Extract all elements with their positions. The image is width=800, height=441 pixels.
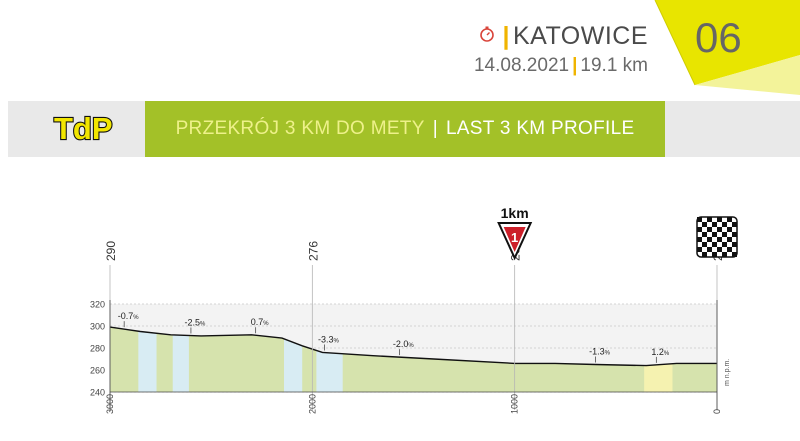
stage-number: 06 [695,14,742,61]
km-marker-number: 1 [511,230,518,245]
stage-distance: 19.1 km [580,55,648,76]
stage-date: 14.08.2021 [473,55,570,76]
x-tick-label: 2000 [307,394,317,414]
terrain-band [138,327,157,392]
km-marker-label: 1km [501,205,529,221]
marker-altitude-label: 276 [306,241,320,261]
flag-cell [702,252,707,257]
stage-city: KATOWICE [512,22,648,50]
flag-cell [702,222,707,227]
flag-cell [707,237,712,242]
flag-cell [712,232,717,237]
stage-date-distance: 14.08.2021 | 19.1 km [474,55,648,77]
x-tick-label: 1000 [510,394,520,414]
gradient-label: -3.3% [318,335,340,345]
flag-cell [722,242,727,247]
stage-header: | KATOWICE 14.08.2021 | 19.1 km 06 [0,0,800,95]
logo-text: TdP [54,111,113,146]
flag-cell [712,252,717,257]
gradient-label: -0.7% [118,311,140,321]
flag-cell [707,227,712,232]
stopwatch-icon [480,26,495,42]
flag-cell [732,252,737,257]
flag-cell [732,242,737,247]
flag-cell [712,242,717,247]
terrain-band [172,327,189,392]
gradient-label: -2.5% [185,318,207,328]
profile-line [109,326,717,367]
gradient-label: 0.7% [251,317,270,327]
flag-cell [702,242,707,247]
flag-cell [717,227,722,232]
marker-altitude-label: 290 [104,241,118,261]
profile-area [110,327,717,392]
banner-title-en: LAST 3 KM PROFILE [445,118,635,139]
flag-cell [717,237,722,242]
y-tick-label: 320 [90,300,105,310]
banner-title-pl: PRZEKRÓJ 3 KM DO METY [175,118,425,139]
flag-cell [697,247,702,252]
flag-cell [732,222,737,227]
flag-cell [707,217,712,222]
flag-cell [727,217,732,222]
stage-corner-shape [654,0,800,95]
stage-city-line: | KATOWICE [479,22,648,51]
x-tick-label: 0 [712,409,722,414]
flag-cell [707,247,712,252]
flag-border [696,216,738,258]
flag-cell [712,222,717,227]
flag-cell [697,227,702,232]
y-tick-label: 300 [90,322,105,332]
x-tick-label: 3000 [105,394,115,414]
y-tick-label: 260 [90,366,105,376]
flag-cell [717,217,722,222]
tdp-logo: TdP [53,110,114,146]
y-tick-label: 240 [90,388,105,398]
checkered-flag-icon [696,216,738,258]
flag-cell [732,232,737,237]
km-marker-icon [503,227,526,252]
gradient-label: 1.2% [651,347,670,357]
banner-title: PRZEKRÓJ 3 KM DO METY | LAST 3 KM PROFILE [145,101,665,157]
flag-cell [702,232,707,237]
profile-chart: 2902762652662402602803003203000200010000… [90,205,738,414]
gradient-label: -1.3% [589,347,611,357]
flag-cell [722,252,727,257]
flag-cell [727,237,732,242]
city-separator: | [502,22,510,50]
flag-cell [727,227,732,232]
flag-cell [722,232,727,237]
gradient-label: -2.0% [393,339,415,349]
flag-cell [697,217,702,222]
y-axis-unit-label: m n.p.m. [724,359,731,386]
flag-cell [697,237,702,242]
flag-cell [727,247,732,252]
banner-separator: | [432,118,438,139]
flag-cell [717,247,722,252]
date-separator: | [572,55,578,76]
y-tick-label: 280 [90,344,105,354]
flag-cell [722,222,727,227]
